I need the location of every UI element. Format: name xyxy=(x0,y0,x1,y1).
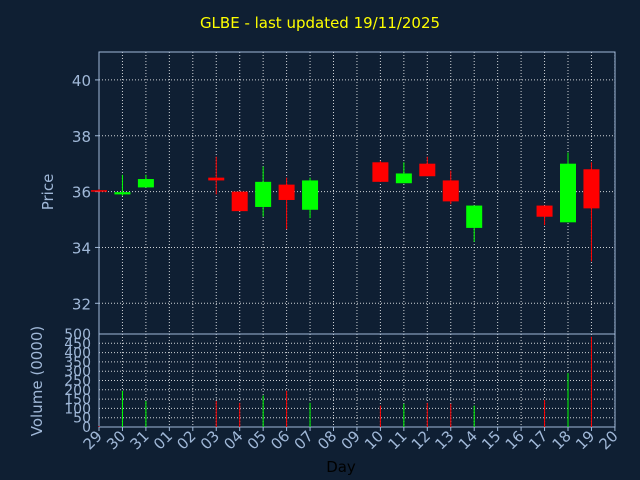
chart-title: GLBE - last updated 19/11/2025 xyxy=(199,14,441,32)
candle-body xyxy=(442,180,459,202)
volume-tick-label: 500 xyxy=(64,327,91,343)
volume-tick-label: 250 xyxy=(64,374,91,390)
x-tick-label: 20 xyxy=(595,427,621,453)
x-tick-label: 31 xyxy=(126,427,152,453)
candle-body xyxy=(208,177,225,181)
x-tick-label: 19 xyxy=(572,427,598,453)
candle-body xyxy=(302,180,319,210)
price-axis-label: Price xyxy=(39,174,57,211)
candle-body xyxy=(278,184,295,200)
x-tick-label: 12 xyxy=(408,427,434,453)
price-tick-label: 38 xyxy=(72,128,91,146)
x-tick-label: 18 xyxy=(549,427,575,453)
candle-body xyxy=(231,191,248,212)
volume-tick-label: 300 xyxy=(64,364,91,380)
x-tick-label: 02 xyxy=(173,427,199,453)
candle-body xyxy=(395,173,412,184)
x-tick-label: 04 xyxy=(220,427,246,453)
volume-tick-label: 450 xyxy=(64,336,91,352)
candle-body xyxy=(560,163,576,223)
x-tick-label: 16 xyxy=(502,427,528,453)
candle-body xyxy=(372,162,389,182)
x-tick-label: 06 xyxy=(267,427,293,453)
price-tick-label: 34 xyxy=(72,239,91,257)
volume-tick-label: 200 xyxy=(64,383,91,399)
volume-tick-label: 350 xyxy=(64,355,91,371)
candle-body xyxy=(114,192,131,195)
price-tick-label: 36 xyxy=(72,184,91,202)
x-tick-label: 14 xyxy=(455,427,481,453)
candle-body xyxy=(91,190,107,192)
x-tick-label: 07 xyxy=(291,427,317,453)
x-tick-label: 01 xyxy=(150,427,176,453)
x-tick-label: 13 xyxy=(431,427,457,453)
price-tick-label: 40 xyxy=(72,72,91,90)
candle-body xyxy=(137,179,154,188)
x-tick-label: 30 xyxy=(103,427,129,453)
x-tick-label: 08 xyxy=(314,427,340,453)
candle-body xyxy=(536,205,553,217)
x-tick-label: 03 xyxy=(197,427,223,453)
candle-body xyxy=(419,163,436,177)
x-tick-label: 05 xyxy=(244,427,270,453)
volume-axis-label: Volume (0000) xyxy=(28,326,46,436)
x-tick-label: 15 xyxy=(478,427,504,453)
candle-body xyxy=(466,205,483,228)
x-axis-label: Day xyxy=(326,458,356,476)
volume-tick-label: 50 xyxy=(73,411,91,427)
x-tick-label: 09 xyxy=(338,427,364,453)
volume-tick-label: 0 xyxy=(82,420,91,436)
price-tick-label: 32 xyxy=(72,295,91,313)
x-tick-label: 11 xyxy=(384,427,410,453)
candle-body xyxy=(583,169,600,209)
volume-tick-label: 150 xyxy=(64,392,91,408)
x-tick-label: 17 xyxy=(525,427,551,453)
volume-tick-label: 100 xyxy=(64,401,91,417)
candle-body xyxy=(255,181,272,207)
x-tick-label: 10 xyxy=(361,427,387,453)
volume-tick-label: 400 xyxy=(64,346,91,362)
